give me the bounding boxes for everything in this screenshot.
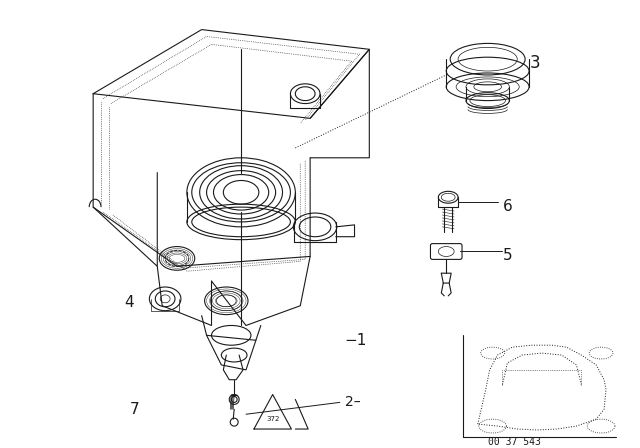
- Text: 6: 6: [502, 198, 512, 214]
- Text: −1: −1: [345, 333, 367, 348]
- Text: 00 37 543: 00 37 543: [488, 437, 541, 447]
- Text: 2–: 2–: [345, 396, 360, 409]
- Text: 7: 7: [130, 402, 140, 417]
- Text: 4: 4: [125, 295, 134, 310]
- Text: 3: 3: [530, 54, 541, 72]
- Text: 372: 372: [266, 416, 279, 422]
- Text: 5: 5: [502, 248, 512, 263]
